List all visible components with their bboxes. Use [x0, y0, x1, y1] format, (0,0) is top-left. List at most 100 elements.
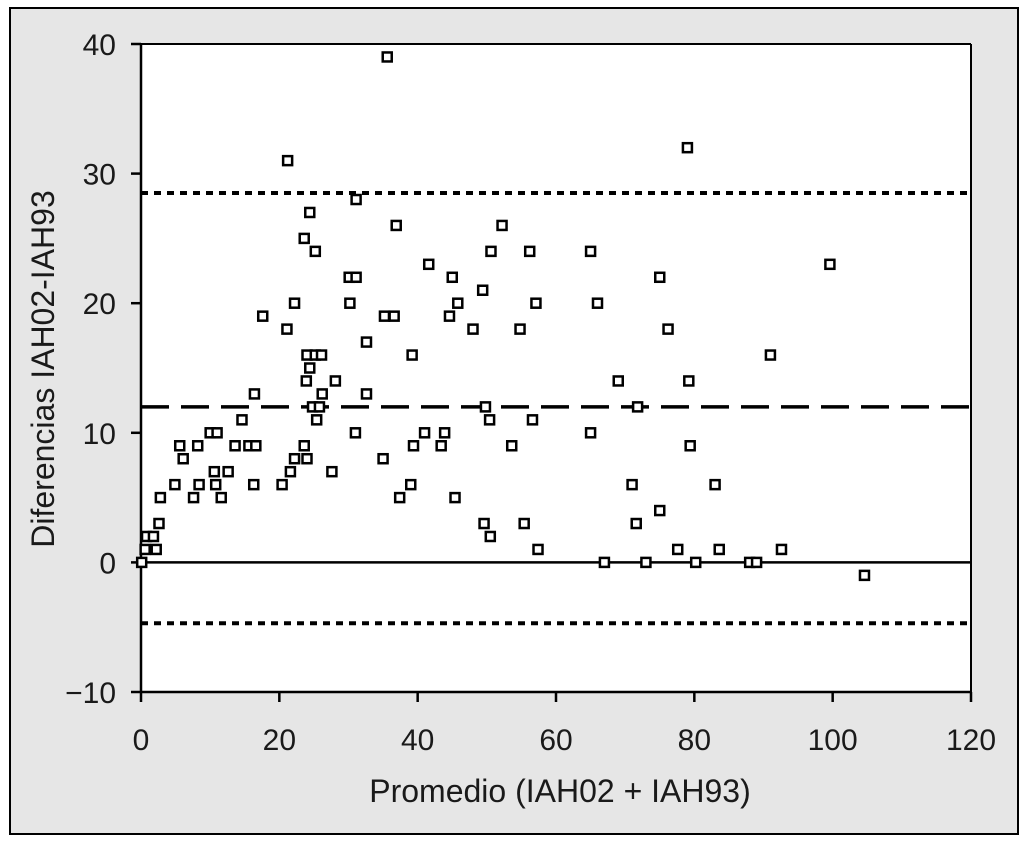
data-point	[483, 414, 496, 426]
data-point	[169, 478, 181, 491]
plot-area	[141, 44, 971, 692]
data-point	[150, 543, 162, 556]
data-point	[405, 478, 417, 491]
data-point	[222, 465, 234, 478]
data-point	[154, 491, 167, 504]
data-point	[630, 517, 642, 530]
data-point	[626, 478, 638, 491]
data-point	[662, 323, 674, 335]
x-tick-label: 20	[263, 724, 296, 757]
data-point	[378, 310, 391, 322]
data-point	[438, 427, 451, 439]
data-point	[215, 491, 227, 504]
data-point	[135, 556, 148, 569]
x-tick-label: 40	[401, 724, 434, 757]
data-point	[478, 517, 490, 530]
data-point	[532, 543, 544, 556]
data-point	[407, 440, 420, 452]
y-axis-title: Diferencias IAH02-IAH93	[25, 190, 61, 547]
x-tick-label: 0	[133, 724, 150, 757]
data-point	[281, 323, 293, 335]
data-point	[315, 349, 328, 361]
data-point	[284, 465, 297, 478]
data-point	[377, 452, 389, 465]
data-point	[683, 375, 695, 387]
y-tick-label: 20	[83, 288, 116, 321]
axis-ticks: 0 20 40 60 80 100 120 −10 0 10 20 30 40	[65, 29, 996, 757]
data-point	[300, 375, 313, 387]
data-point	[750, 556, 763, 569]
data-point	[484, 530, 497, 543]
data-point	[435, 440, 447, 452]
data-point	[631, 401, 644, 413]
data-point	[177, 452, 189, 465]
data-point	[304, 362, 316, 374]
data-point	[208, 465, 221, 478]
data-point	[349, 427, 362, 439]
data-point	[309, 245, 322, 258]
reference-lines	[141, 191, 971, 626]
data-point	[764, 349, 777, 361]
data-point	[393, 491, 406, 504]
data-point	[467, 323, 479, 335]
data-point	[209, 478, 222, 491]
data-point	[523, 245, 536, 258]
data-point	[304, 206, 316, 219]
data-point	[248, 388, 261, 400]
y-tick-label: 0	[99, 547, 116, 580]
data-point	[329, 375, 342, 387]
data-point	[775, 543, 788, 556]
data-point	[236, 414, 248, 426]
data-point	[443, 310, 456, 322]
data-point	[518, 517, 530, 530]
data-point	[479, 401, 492, 413]
data-point	[153, 517, 165, 530]
x-tick-label: 60	[539, 724, 572, 757]
data-point	[640, 556, 652, 569]
data-point	[281, 154, 294, 167]
data-point	[584, 245, 597, 258]
data-point	[256, 310, 269, 322]
data-point	[584, 427, 597, 439]
data-point	[681, 141, 694, 154]
data-point	[449, 491, 461, 504]
data-point	[446, 271, 458, 284]
data-point	[530, 297, 542, 309]
y-tick-label: 40	[83, 29, 116, 62]
data-point	[313, 401, 326, 413]
x-tick-label: 100	[808, 724, 858, 757]
data-point	[250, 440, 262, 452]
data-point	[526, 414, 539, 426]
data-point	[187, 491, 200, 504]
data-point	[229, 440, 241, 452]
data-point	[310, 414, 323, 426]
x-tick-label: 120	[946, 724, 996, 757]
data-point	[298, 232, 310, 245]
data-point	[858, 569, 871, 582]
data-point	[288, 297, 301, 309]
data-point	[824, 258, 836, 271]
data-point	[350, 193, 362, 206]
data-point	[381, 51, 393, 63]
data-point	[360, 388, 373, 400]
data-point	[406, 349, 418, 361]
x-axis-title: Promedio (IAH02 + IAH93)	[369, 773, 751, 809]
data-point	[288, 452, 301, 465]
data-point	[350, 271, 362, 284]
data-points	[135, 51, 871, 582]
data-point	[247, 478, 260, 491]
data-point	[193, 478, 205, 491]
data-point	[709, 478, 721, 491]
data-point	[388, 310, 400, 322]
data-point	[301, 452, 313, 465]
data-point	[598, 556, 611, 569]
data-point	[591, 297, 604, 309]
data-point	[496, 219, 508, 232]
data-point	[671, 543, 684, 556]
y-tick-label: 30	[83, 159, 116, 192]
data-point	[326, 465, 338, 478]
data-point	[344, 297, 356, 309]
data-point	[422, 258, 435, 271]
